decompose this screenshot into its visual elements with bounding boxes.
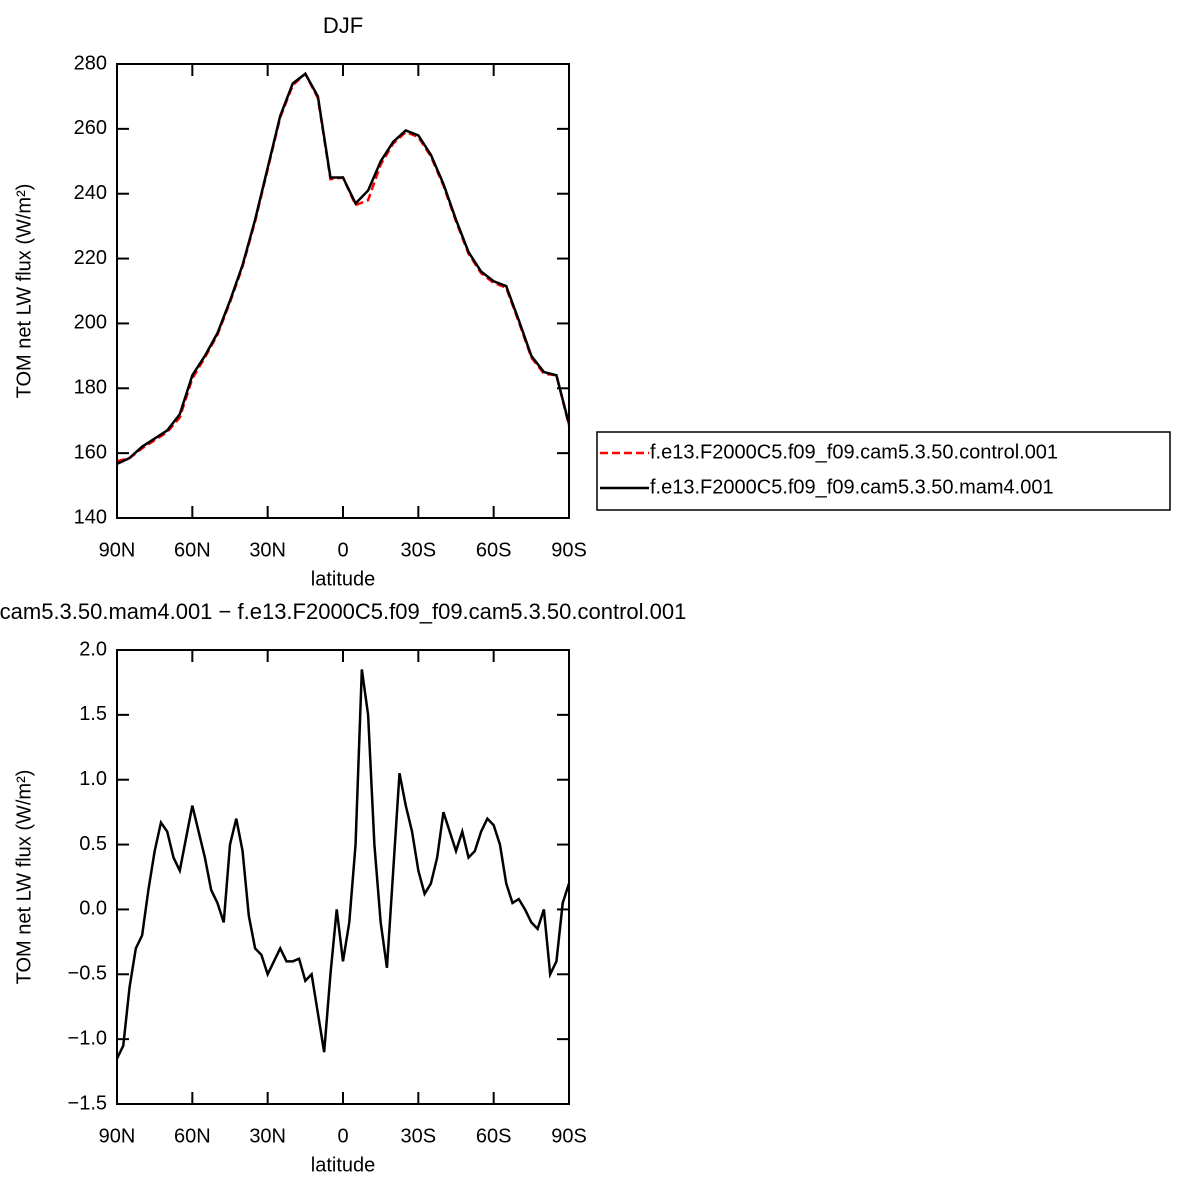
y-axis-label: TOM net LW flux (W/m²) (13, 770, 35, 985)
y-tick-label: 1.5 (79, 703, 107, 725)
y-tick-label: 260 (74, 117, 107, 139)
chart-title: DJF (323, 13, 363, 38)
y-tick-label: −0.5 (68, 963, 107, 985)
x-tick-label: 60N (174, 1125, 211, 1147)
legend-label: f.e13.F2000C5.f09_f09.cam5.3.50.mam4.001 (650, 476, 1054, 498)
series-line (115, 669, 571, 1060)
x-tick-label: 90N (99, 1125, 136, 1147)
y-tick-label: 180 (74, 377, 107, 399)
plot-frame (116, 649, 570, 1105)
y-tick-label: 140 (74, 506, 107, 528)
y-tick-label: 220 (74, 247, 107, 269)
y-tick-label: 0.5 (79, 833, 107, 855)
y-tick-label: −1.5 (68, 1092, 107, 1114)
plot-frame (116, 63, 570, 519)
series-line (116, 71, 571, 465)
x-tick-label: 0 (337, 1125, 348, 1147)
series-line (116, 71, 571, 463)
x-tick-label: 0 (337, 539, 348, 561)
x-tick-label: 60S (476, 539, 512, 561)
x-tick-label: 90S (551, 539, 587, 561)
x-tick-label: 30S (401, 539, 437, 561)
x-axis-label: latitude (311, 568, 376, 590)
y-tick-label: 240 (74, 182, 107, 204)
chart-title: cam5.3.50.mam4.001 − f.e13.F2000C5.f09_f… (0, 599, 686, 624)
x-tick-label: 30S (401, 1125, 437, 1147)
y-tick-label: 2.0 (79, 638, 107, 660)
x-tick-label: 60S (476, 1125, 512, 1147)
y-tick-label: −1.0 (68, 1027, 107, 1049)
y-tick-label: 160 (74, 441, 107, 463)
y-tick-label: 1.0 (79, 768, 107, 790)
y-tick-label: 0.0 (79, 898, 107, 920)
x-tick-label: 30N (249, 1125, 286, 1147)
x-tick-label: 60N (174, 539, 211, 561)
y-tick-label: 280 (74, 52, 107, 74)
x-axis-label: latitude (311, 1154, 376, 1176)
x-tick-label: 90S (551, 1125, 587, 1147)
x-tick-label: 30N (249, 539, 286, 561)
legend-label: f.e13.F2000C5.f09_f09.cam5.3.50.control.… (650, 441, 1058, 463)
x-tick-label: 90N (99, 539, 136, 561)
y-axis-label: TOM net LW flux (W/m²) (13, 184, 35, 399)
legend-box (596, 431, 1171, 511)
y-tick-label: 200 (74, 312, 107, 334)
